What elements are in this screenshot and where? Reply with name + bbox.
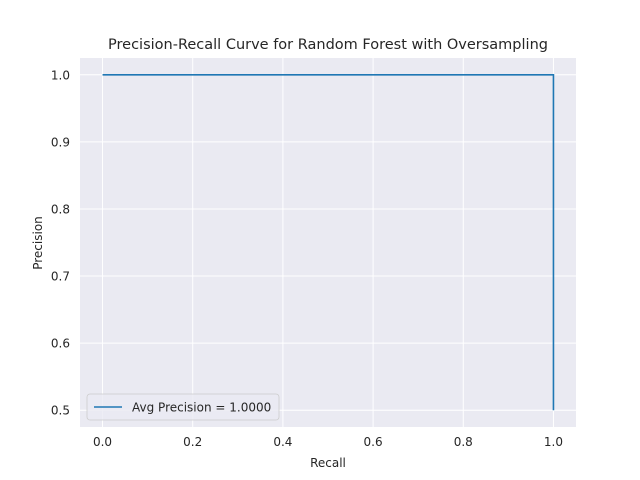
legend: Avg Precision = 1.0000 [86, 393, 280, 421]
legend-label: Avg Precision = 1.0000 [132, 401, 271, 415]
y-tick-labels: 0.5 0.6 0.7 0.8 0.9 1.0 [51, 68, 70, 417]
x-tick-label: 0.4 [273, 435, 292, 449]
x-tick-label: 0.6 [364, 435, 383, 449]
plot-area [80, 58, 576, 427]
y-tick-label: 1.0 [51, 68, 70, 82]
y-tick-label: 0.5 [51, 404, 70, 418]
x-tick-label: 1.0 [544, 435, 563, 449]
y-tick-label: 0.6 [51, 337, 70, 351]
x-tick-labels: 0.0 0.2 0.4 0.6 0.8 1.0 [93, 435, 563, 449]
series-line [102, 73, 555, 411]
y-tick-label: 0.7 [51, 270, 70, 284]
y-tick-label: 0.8 [51, 202, 70, 216]
x-tick-label: 0.8 [454, 435, 473, 449]
legend-box [86, 393, 280, 421]
y-axis-label: Precision [31, 216, 45, 270]
y-tick-label: 0.9 [51, 135, 70, 149]
x-tick-label: 0.2 [183, 435, 202, 449]
x-tick-label: 0.0 [93, 435, 112, 449]
x-axis-label: Recall [310, 456, 346, 470]
series-layer [102, 73, 555, 411]
grid-lines [80, 58, 576, 427]
chart-title: Precision-Recall Curve for Random Forest… [108, 37, 548, 53]
